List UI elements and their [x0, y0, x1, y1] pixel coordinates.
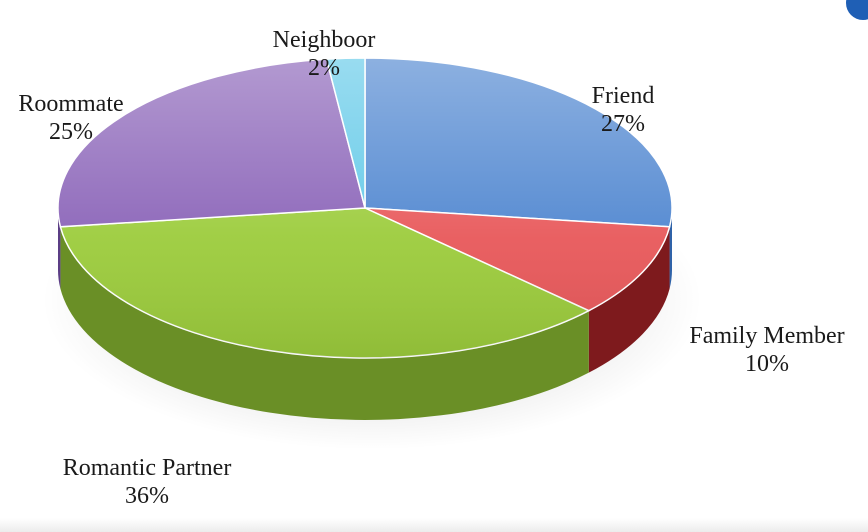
slice-value-label: 2%	[308, 55, 340, 81]
slice-category-label: Friend	[591, 83, 655, 109]
slice-category-label: Neighboor	[272, 27, 376, 53]
slice-category-label: Romantic Partner	[62, 455, 232, 481]
slice-label-friend: Friend 27%	[578, 82, 668, 138]
slice-label-romantic-partner: Romantic Partner 36%	[42, 454, 252, 510]
slice-label-roommate: Roommate 25%	[6, 90, 136, 146]
slice-value-label: 10%	[745, 351, 789, 377]
slice-value-label: 25%	[49, 119, 93, 145]
slice-label-neighboor: Neighboor 2%	[256, 26, 392, 82]
slice-label-family-member: Family Member 10%	[672, 322, 862, 378]
slice-value-label: 36%	[125, 483, 169, 509]
slice-category-label: Roommate	[18, 91, 124, 117]
corner-badge	[846, 0, 868, 20]
slice-category-label: Family Member	[689, 323, 845, 349]
pie-side-romantic-partner	[60, 226, 589, 421]
slice-value-label: 27%	[601, 111, 645, 137]
bottom-band	[0, 518, 868, 532]
